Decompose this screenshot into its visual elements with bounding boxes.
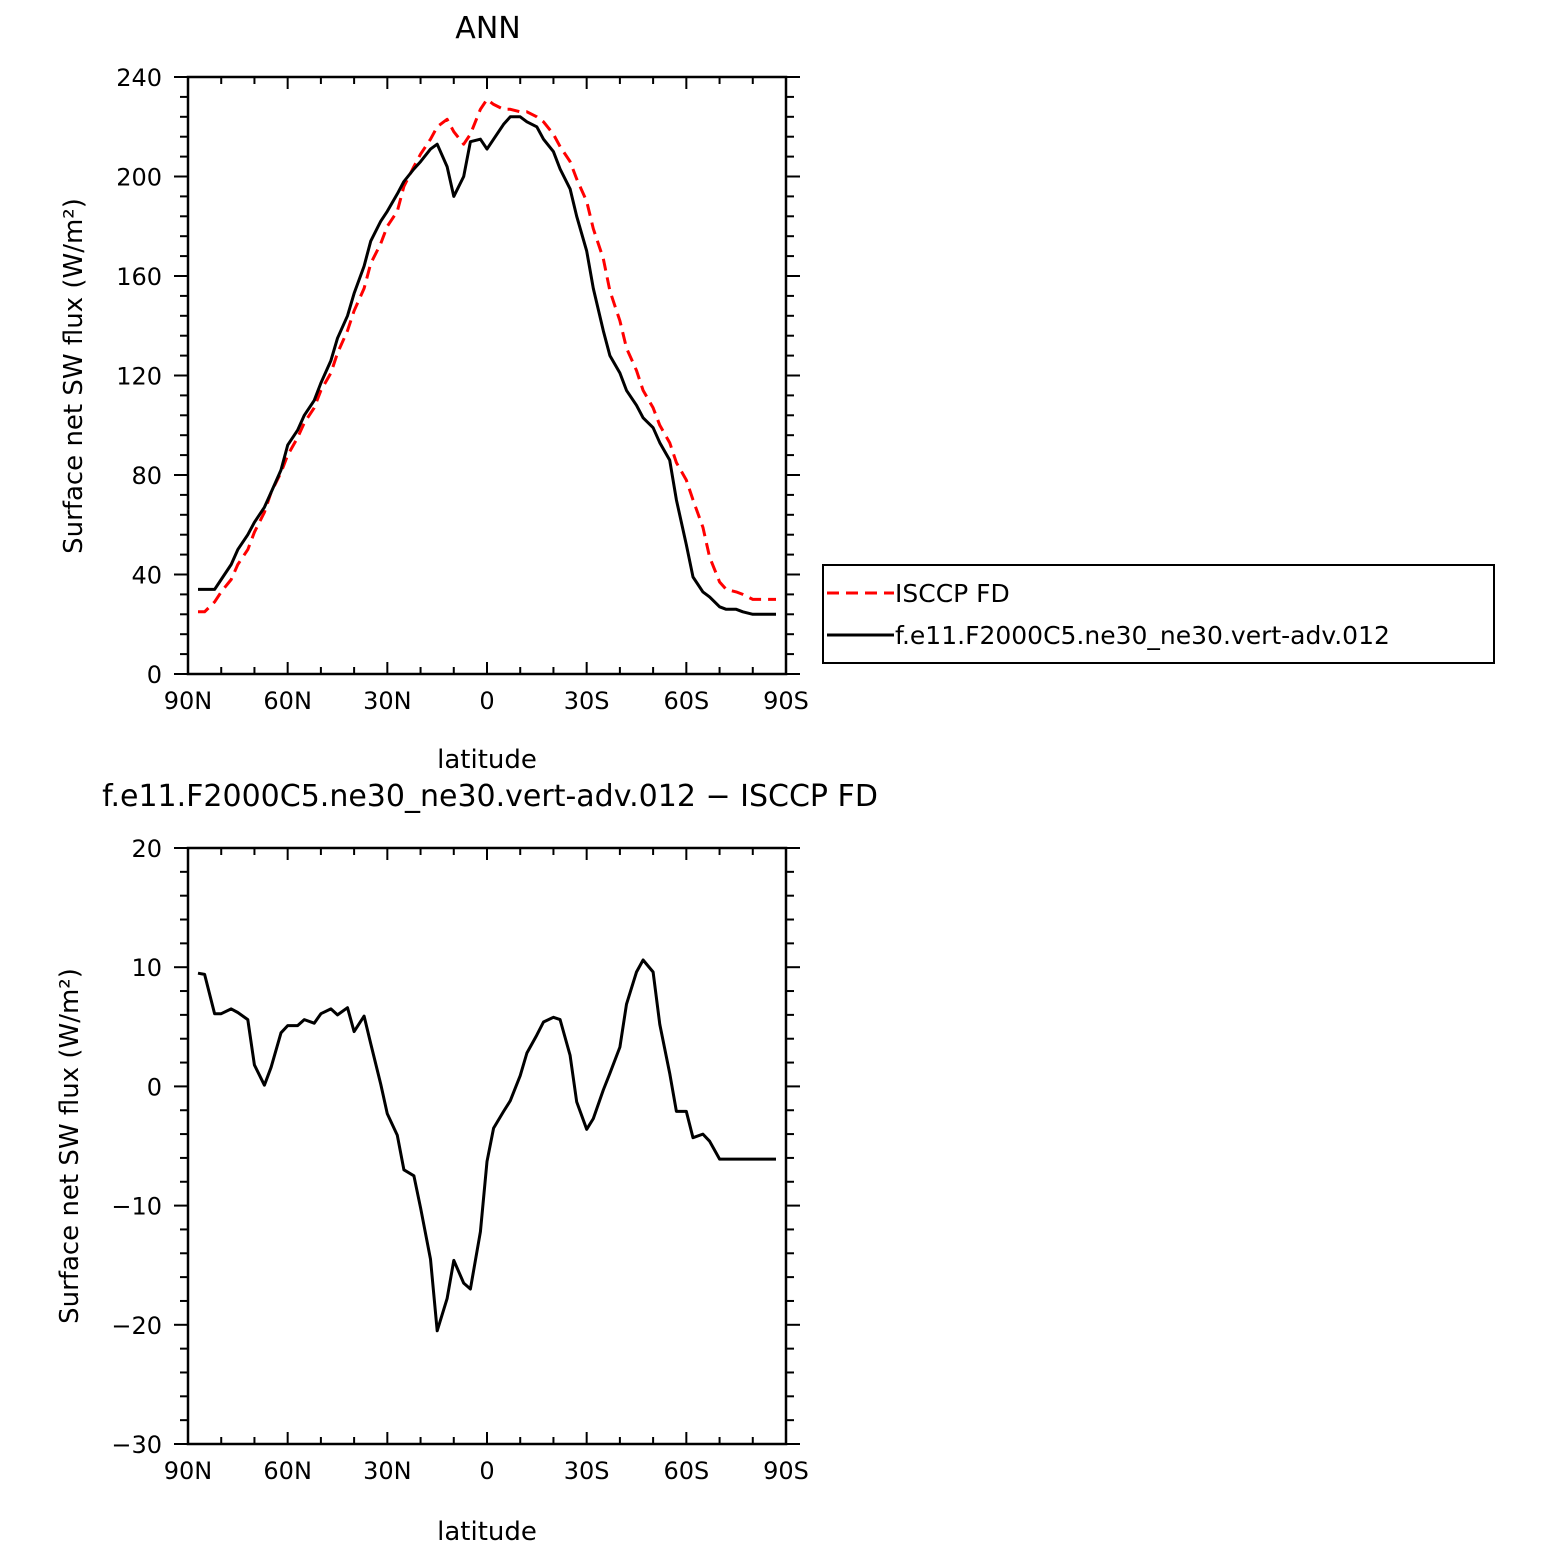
top-panel: ANN 90N 60N 30N 0 30S 60S 90S 0 40 80 120 160 200 240… [59,11,809,775]
x-tick-label: 60N [263,687,312,715]
x-tick-label: 90N [164,687,213,715]
bottom-panel: f.e11.F2000C5.ne30_ne30.vert-adv.012 − I… [55,779,878,1547]
y-tick-label: 40 [131,562,162,590]
y-tick-label: −10 [111,1193,162,1221]
bottom-plot-frame [186,846,788,1446]
x-tick-label: 60N [263,1457,312,1485]
y-tick-label: 120 [116,363,162,391]
x-tick-label: 0 [479,1457,494,1485]
x-tick-label: 90N [164,1457,213,1485]
x-tick-label: 30S [564,687,610,715]
legend-label-isccp-fd: ISCCP FD [895,579,1010,608]
x-tick-label: 90S [763,687,809,715]
x-tick-label: 30S [564,1457,610,1485]
y-tick-label: 80 [131,462,162,490]
top-y-axis-label: Surface net SW flux (W/m²) [59,198,89,554]
x-tick-label: 0 [479,687,494,715]
x-tick-label: 60S [663,1457,709,1485]
top-series-line-0 [198,97,776,614]
x-tick-label: 90S [763,1457,809,1485]
bottom-x-axis-label: latitude [437,1517,537,1547]
y-tick-label: 160 [116,263,162,291]
y-tick-label: −20 [111,1312,162,1340]
legend-label-model: f.e11.F2000C5.ne30_ne30.vert-adv.012 [895,621,1390,650]
x-tick-label: 30N [363,1457,412,1485]
x-tick-label: 60S [663,687,709,715]
y-tick-label: 240 [116,64,162,92]
legend: ISCCP FD f.e11.F2000C5.ne30_ne30.vert-ad… [822,564,1495,664]
top-x-axis-label: latitude [437,745,537,775]
y-tick-label: −30 [111,1431,162,1459]
bottom-chart-marks [197,958,776,1333]
top-chart-marks [198,97,776,616]
top-series-line-1 [198,115,776,616]
x-tick-label: 30N [363,687,412,715]
y-tick-label: 200 [116,164,162,192]
bottom-chart-title: f.e11.F2000C5.ne30_ne30.vert-adv.012 − I… [102,779,878,814]
legend-box [822,564,1495,664]
top-axis-ticks: 90N 60N 30N 0 30S 60S 90S 0 40 80 120 160 200 240 [116,64,809,715]
y-tick-label: 0 [147,1073,162,1101]
bottom-axis-ticks: 90N 60N 30N 0 30S 60S 90S −30 −20 −10 0 10 20 [111,835,809,1485]
y-tick-label: 10 [131,954,162,982]
top-chart-title: ANN [455,11,520,46]
bottom-series-line-0 [197,958,776,1333]
y-tick-label: 20 [131,835,162,863]
y-tick-label: 0 [147,661,162,689]
bottom-y-axis-label: Surface net SW flux (W/m²) [55,968,85,1324]
